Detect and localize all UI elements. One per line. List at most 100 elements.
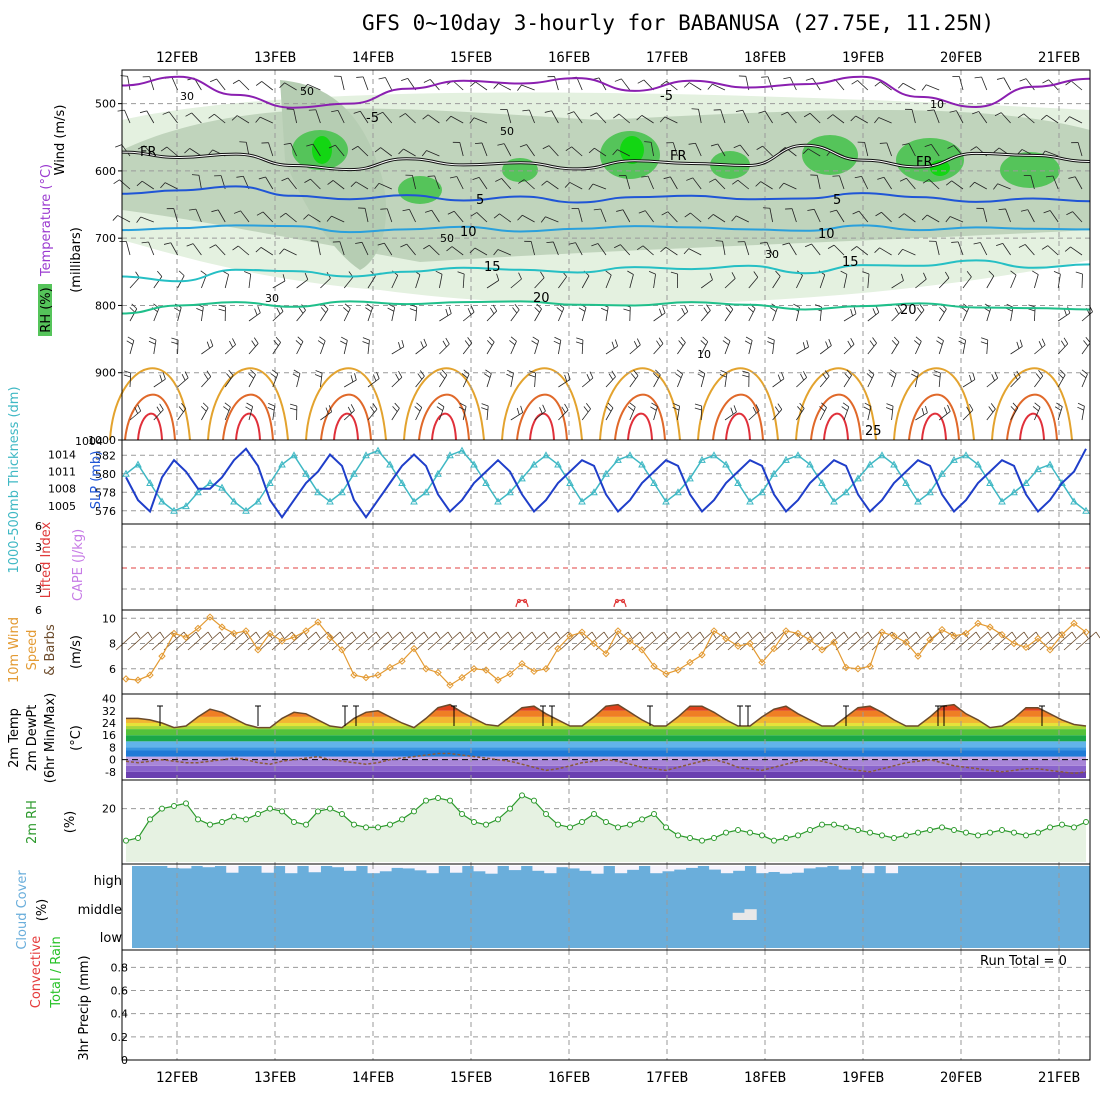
- isotherm-30-lobe: [810, 393, 862, 441]
- wind-barb-flag: [326, 215, 332, 222]
- wind-barb: [296, 279, 309, 289]
- surface-wind-barb: [763, 631, 785, 651]
- wind-barb-flag: [376, 111, 383, 116]
- wind-barb: [168, 111, 178, 124]
- date-tick-bottom: 14FEB: [352, 1070, 394, 1086]
- temp-tick: 16: [102, 729, 116, 742]
- rh2m-point: [543, 811, 549, 817]
- wind-barb-flag: [353, 110, 361, 114]
- wind-barb: [1010, 407, 1019, 421]
- surface-wind-barb-flag: [207, 631, 213, 639]
- wind-barb-flag: [847, 340, 852, 348]
- wind-barb: [558, 379, 571, 388]
- wind-barb: [772, 340, 775, 355]
- wind-barb: [335, 144, 345, 157]
- wind-speed-point: [818, 646, 826, 654]
- thickness-point: [722, 460, 730, 468]
- high-cloud-gap: [379, 866, 392, 872]
- surface-wind-barb: [535, 631, 557, 651]
- surface-wind-barb-flag: [555, 631, 561, 639]
- wind-barb: [248, 374, 256, 388]
- wind-speed-point: [206, 613, 214, 621]
- rh2m-point: [423, 797, 429, 804]
- wind-barb-flag: [127, 336, 135, 341]
- rh-contour-label: 50: [440, 232, 454, 245]
- wind-barb-flag: [802, 371, 807, 378]
- wind-barb-flag: [636, 115, 643, 121]
- wind-barb: [576, 76, 583, 91]
- wind-barb-flag: [961, 307, 968, 313]
- wind-barb-flag: [731, 272, 736, 279]
- wind-barb-flag: [539, 407, 543, 414]
- ylabel-rh2m: 2m RH: [25, 800, 40, 844]
- wind-speed-point: [410, 644, 418, 653]
- surface-wind-barb: [847, 631, 869, 651]
- wind-barb: [320, 277, 331, 289]
- wind-barb: [915, 309, 925, 322]
- surface-wind-barb: [475, 631, 497, 651]
- wind-barb-flag: [806, 340, 809, 348]
- wind-barb-flag: [564, 403, 569, 411]
- wind-barb: [938, 277, 950, 289]
- temp-color-band: [126, 704, 1086, 705]
- wind-barb: [431, 210, 440, 223]
- wind-barb-flag: [236, 175, 244, 178]
- wind-barb: [653, 374, 661, 388]
- surface-wind-barb-flag: [147, 631, 153, 639]
- wind-barb-flag: [862, 271, 870, 275]
- wind-barb: [878, 117, 892, 124]
- wind-barb: [129, 372, 132, 388]
- wind-barb-flag: [520, 405, 524, 413]
- wind-barb: [819, 345, 832, 355]
- wind-barb-flag: [469, 117, 475, 124]
- surface-wind-barb: [895, 631, 917, 651]
- surface-wind-barb-flag: [987, 631, 993, 639]
- wind-barb: [915, 412, 928, 421]
- wind-barb: [296, 373, 301, 388]
- wind-barb: [285, 212, 297, 223]
- surface-wind-barb: [595, 631, 617, 651]
- temp-color-band: [126, 716, 1086, 723]
- wind-speed-point: [1034, 634, 1042, 643]
- rh2m-point: [1059, 821, 1065, 828]
- wind-barb: [938, 373, 941, 388]
- wind-barb-flag: [171, 337, 179, 341]
- wind-barb: [748, 308, 756, 322]
- wind-speed-point: [290, 633, 298, 641]
- surface-wind-barb-flag: [387, 631, 393, 639]
- thickness-point: [1070, 497, 1078, 505]
- wind-barb-flag: [1041, 338, 1046, 346]
- wind-barb: [236, 115, 250, 124]
- wind-barb: [1003, 77, 1011, 91]
- wind-barb-flag: [484, 373, 491, 378]
- isotherm-35-lobe: [823, 412, 849, 441]
- high-cloud-gap: [261, 866, 274, 873]
- wind-barb: [1030, 175, 1035, 190]
- isotherm-30-lobe: [516, 393, 568, 441]
- wind-barb: [415, 407, 423, 421]
- thickness-point: [794, 451, 802, 459]
- thickness-point: [938, 469, 946, 477]
- wind-barb-flag: [919, 304, 925, 311]
- rh2m-point: [267, 805, 273, 812]
- wind-barb-flag: [528, 374, 536, 378]
- wind-barb: [856, 246, 869, 256]
- surface-wind-barb: [391, 631, 413, 651]
- wind-barb: [573, 111, 583, 124]
- date-tick-top: 16FEB: [548, 50, 590, 66]
- temp-color-band: [126, 726, 1086, 730]
- temp-color-band: [126, 771, 1086, 778]
- wind-barb-flag: [939, 307, 945, 313]
- wind-barb-flag: [211, 209, 219, 213]
- pressure-tick: 900: [95, 367, 116, 380]
- wind-barb-flag: [536, 303, 542, 310]
- thickness-point: [674, 488, 682, 496]
- wind-barb-flag: [1063, 337, 1069, 344]
- wind-barb: [1044, 150, 1059, 157]
- ylabel-wind: Wind (m/s): [53, 105, 68, 176]
- high-cloud-gap: [556, 866, 569, 868]
- wind-barb-flag: [1064, 116, 1070, 123]
- wind-barb: [836, 209, 845, 223]
- wind-barb: [451, 246, 464, 256]
- bottom-date-axis: 12FEB 13FEB 14FEB 15FEB 16FEB 17FEB 18FEB 19FEB…: [156, 1070, 1080, 1086]
